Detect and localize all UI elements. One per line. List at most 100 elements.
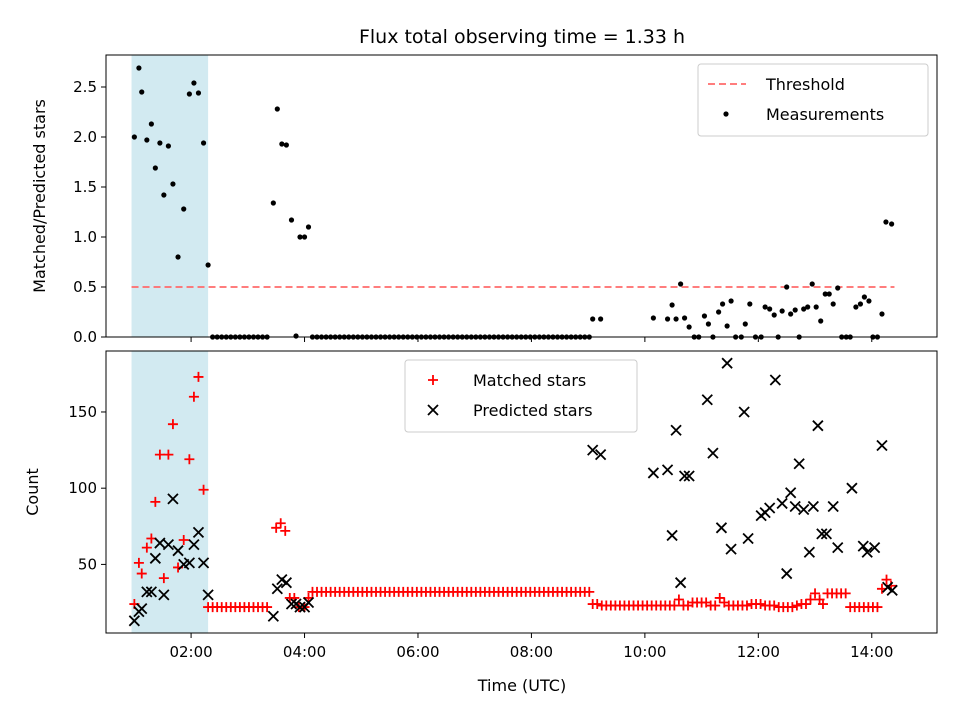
data-point (857, 301, 864, 307)
legend-label: Matched stars (473, 371, 586, 390)
top-panel: 0.0 0.5 1.0 1.5 2.0 2.5 Threshold Measurements (73, 54, 938, 346)
data-point (154, 449, 165, 460)
x-tick-label: 12:00 (737, 643, 780, 661)
y-tick-label: 0.5 (73, 278, 97, 296)
data-point (271, 522, 282, 533)
data-point (288, 217, 295, 223)
data-point (830, 301, 836, 307)
series-1 (129, 371, 897, 613)
data-point (149, 552, 161, 564)
data-point (598, 316, 604, 322)
legend-measurements-swatch (723, 111, 729, 117)
data-point (193, 371, 204, 382)
y-tick-label: 2.5 (73, 78, 97, 96)
data-point (792, 307, 798, 313)
data-point (826, 291, 832, 297)
legend-label: Predicted stars (473, 401, 593, 420)
series-2 (128, 357, 898, 627)
data-point (755, 599, 766, 610)
data-point (861, 546, 873, 558)
data-point (673, 594, 684, 605)
data-point (853, 304, 859, 310)
data-point (827, 500, 839, 513)
x-axis-label: Time (UTC) (477, 676, 566, 695)
data-point (297, 234, 303, 240)
data-point (785, 487, 797, 499)
data-point (183, 557, 196, 569)
data-point (805, 594, 816, 605)
data-point (803, 546, 816, 558)
data-point (158, 573, 169, 584)
x-tick-label: 14:00 (850, 643, 893, 661)
data-point (280, 577, 293, 589)
y-tick-label: 2.0 (73, 128, 97, 146)
data-point (170, 181, 176, 187)
data-point (165, 143, 171, 149)
data-point (724, 323, 730, 329)
data-point (681, 315, 688, 321)
data-point (813, 304, 819, 310)
data-point (683, 470, 695, 482)
data-point (857, 540, 869, 552)
data-point (175, 254, 181, 260)
data-point (145, 586, 158, 598)
legend: Matched stars Predicted stars (404, 359, 638, 433)
data-point (664, 316, 671, 322)
data-point (128, 615, 140, 627)
data-point (846, 482, 858, 494)
data-point (647, 467, 660, 479)
data-point (279, 141, 285, 147)
data-point (262, 602, 273, 613)
data-point (163, 449, 174, 460)
data-point (714, 592, 725, 603)
data-point (587, 444, 599, 456)
data-point (590, 316, 596, 322)
data-point (767, 306, 773, 312)
data-point (136, 568, 147, 579)
data-point (810, 588, 821, 599)
data-point (270, 200, 276, 206)
observing-span (131, 55, 209, 337)
data-point (188, 391, 199, 402)
data-point (707, 447, 719, 459)
data-point (267, 610, 279, 622)
data-point (728, 298, 734, 304)
data-point (197, 557, 210, 569)
data-point (678, 281, 684, 287)
x-tick-label: 08:00 (510, 643, 553, 661)
data-point (868, 542, 881, 554)
data-point (669, 600, 680, 611)
data-point (793, 458, 805, 470)
data-point (301, 234, 308, 240)
data-point (584, 586, 595, 597)
data-point (769, 374, 781, 386)
data-point (148, 121, 154, 127)
y-tick-label: 1.5 (73, 178, 97, 196)
data-point (817, 599, 828, 610)
data-point (283, 142, 289, 148)
legend: Threshold Measurements (697, 63, 929, 137)
data-point (719, 301, 726, 307)
data-point (275, 518, 286, 529)
data-point (801, 306, 807, 312)
data-point (835, 285, 841, 291)
data-point (776, 497, 788, 510)
data-point (872, 602, 883, 613)
legend-box (404, 359, 638, 433)
data-point (274, 106, 280, 112)
data-point (131, 134, 137, 140)
y-tick-label: 1.0 (73, 228, 97, 246)
y-tick-label: 100 (68, 479, 97, 497)
data-point (184, 454, 195, 465)
data-point (791, 600, 802, 611)
x-tick-label: 10:00 (623, 643, 666, 661)
bottom-y-axis-label: Count (23, 468, 42, 516)
data-point (181, 206, 187, 212)
data-point (879, 311, 885, 317)
data-point (133, 557, 144, 568)
data-point (784, 284, 790, 290)
x-tick-label: 06:00 (396, 643, 439, 661)
x-tick-label: 02:00 (169, 643, 212, 661)
data-point (889, 221, 895, 227)
data-point (686, 324, 692, 330)
